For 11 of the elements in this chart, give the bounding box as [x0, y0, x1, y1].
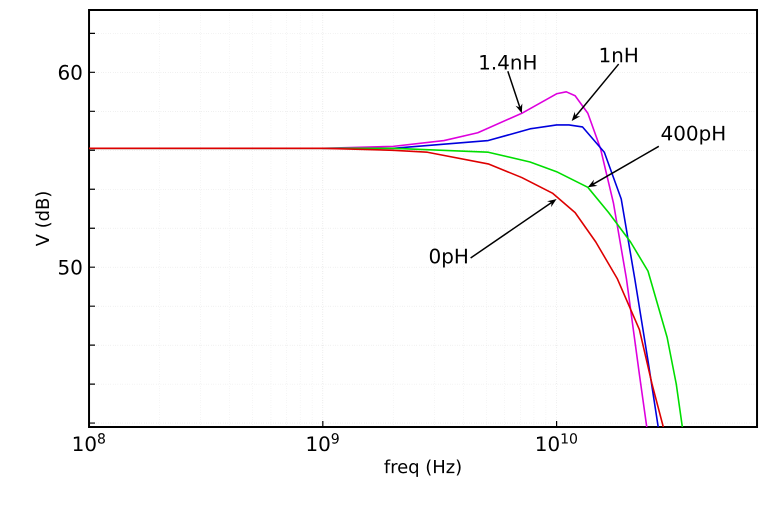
annotation: 400pH — [662, 126, 724, 145]
x-tick-label: 10$^{9}$ — [308, 433, 339, 452]
y-tick-label: 50 — [59, 260, 82, 275]
annotation: 0pH — [430, 248, 467, 268]
annotation: 1nH — [600, 48, 637, 62]
annotation: 1.4nH — [480, 55, 536, 70]
x-axis-title: freq (Hz) — [384, 459, 461, 477]
y-tick-label: 60 — [58, 64, 82, 80]
y-axis-title: V (dB) — [35, 192, 52, 246]
x-tick-label: 10$^{10}$ — [536, 433, 577, 452]
x-tick-label: 10$^{8}$ — [74, 433, 105, 452]
